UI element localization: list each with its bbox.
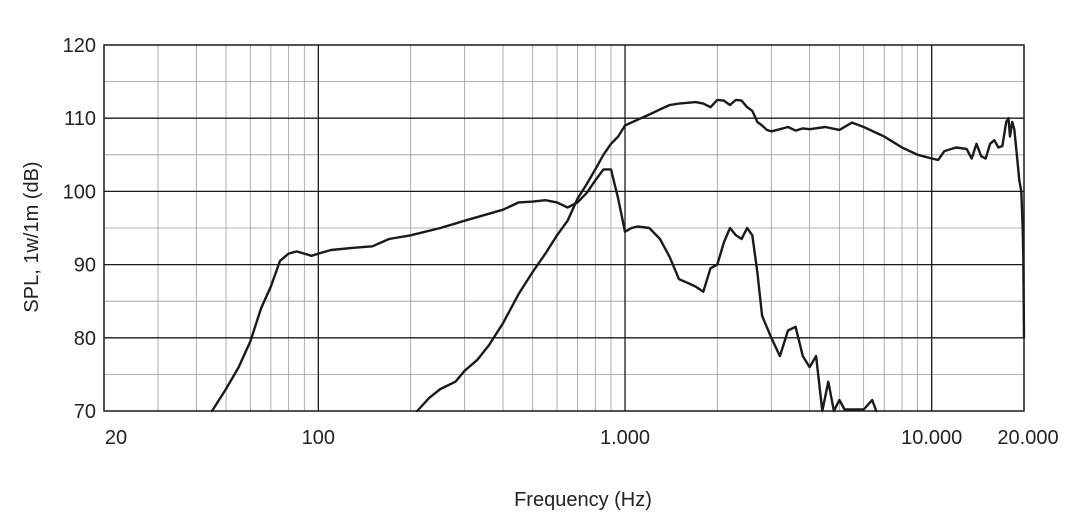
- y-tick-labels: 70 80 90 100 110 120: [63, 35, 96, 423]
- x-axis-title: Frequency (Hz): [514, 489, 652, 511]
- y-tick-label: 70: [74, 401, 96, 423]
- y-tick-label: 120: [63, 35, 96, 57]
- x-tick-labels: 20 100 1.000 10.000 20.000: [105, 427, 1059, 449]
- series-line-2: [416, 98, 1026, 413]
- minor-gridlines: [104, 45, 1024, 411]
- x-tick-label: 20: [105, 427, 127, 449]
- series-line-1: [210, 168, 878, 413]
- x-tick-label: 20.000: [997, 427, 1058, 449]
- y-tick-label: 90: [74, 255, 96, 277]
- series-layer: [210, 98, 1026, 413]
- y-axis-title: SPL, 1w/1m (dB): [21, 161, 43, 312]
- y-tick-label: 100: [63, 181, 96, 203]
- y-tick-label: 110: [64, 108, 96, 130]
- x-tick-label: 100: [302, 427, 335, 449]
- x-tick-label: 1.000: [600, 427, 650, 449]
- y-tick-label: 80: [74, 328, 96, 350]
- x-tick-label: 10.000: [901, 427, 962, 449]
- plot-frame: [103, 44, 1025, 412]
